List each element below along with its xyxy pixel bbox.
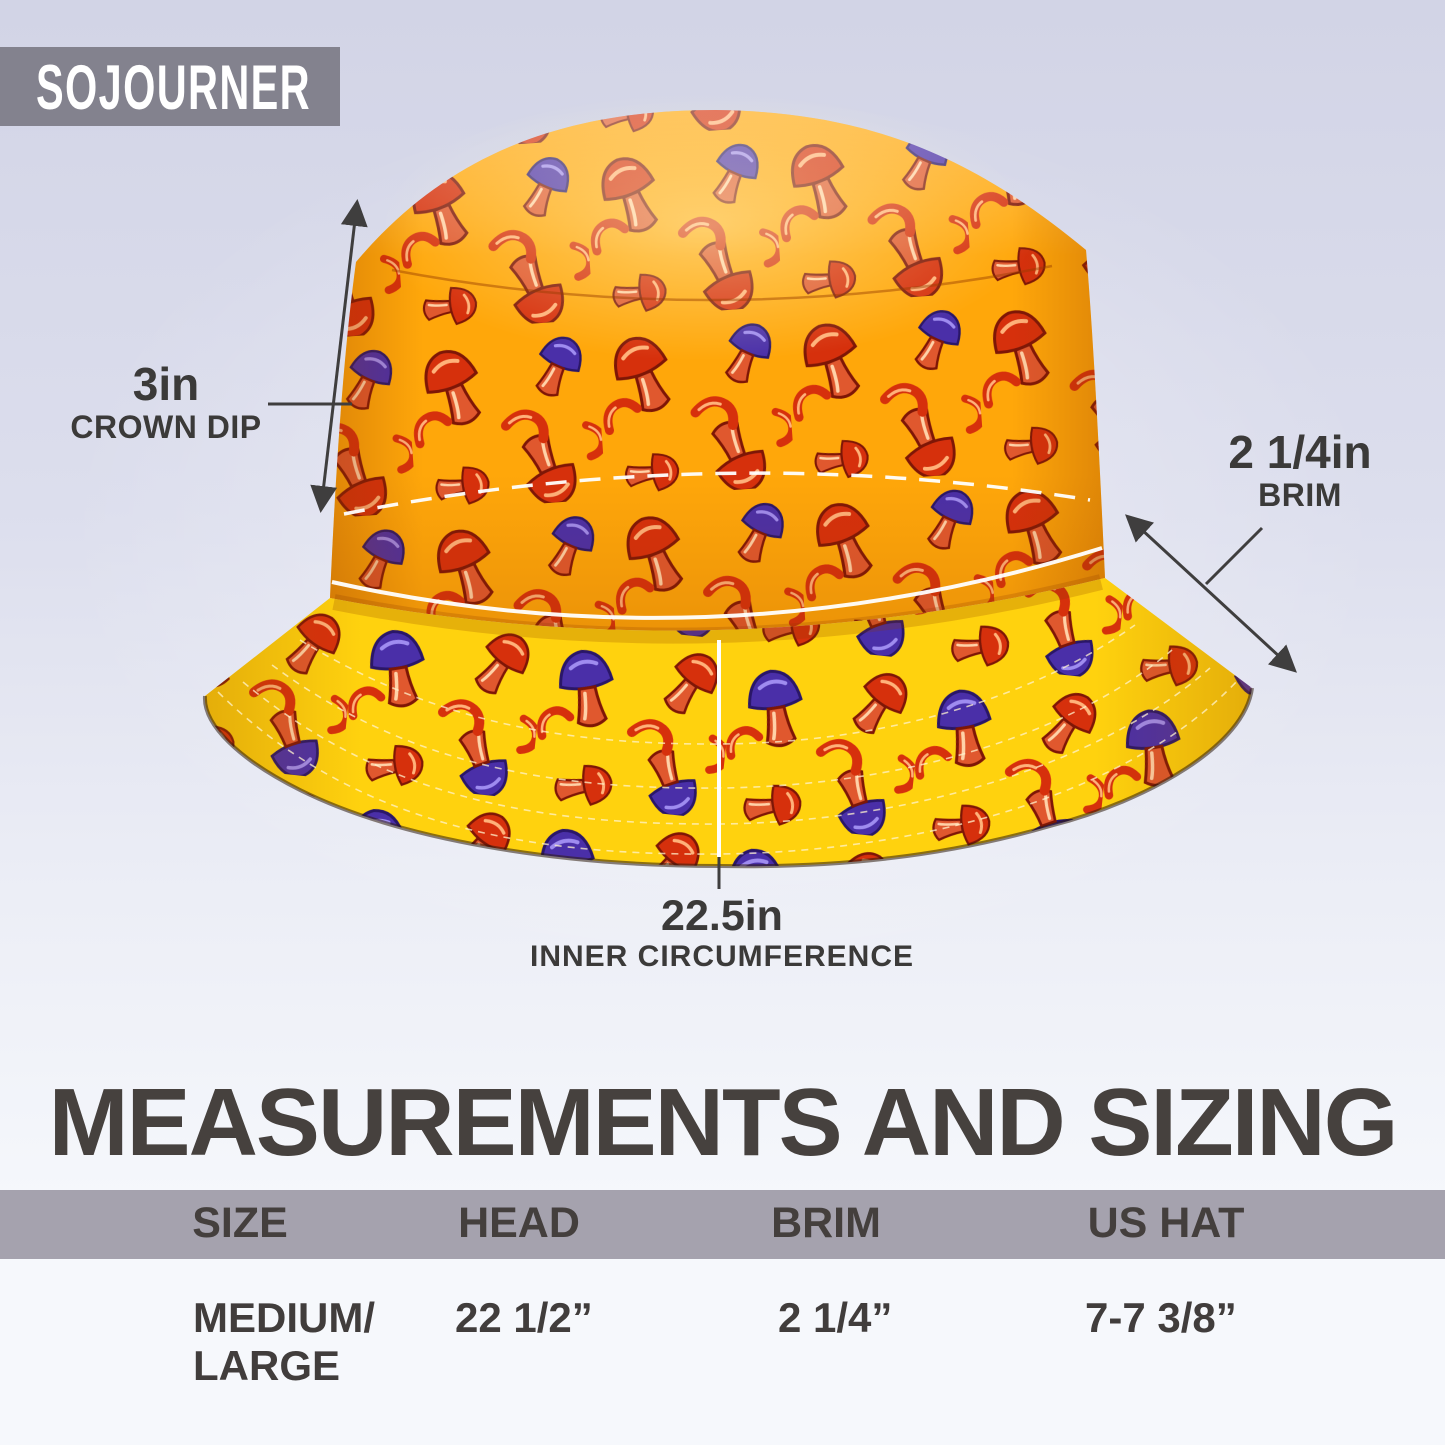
column-header-size: SIZE — [192, 1199, 288, 1247]
table-cell-head: 22 1/2” — [455, 1294, 593, 1341]
measurement-guides — [331, 471, 1103, 857]
crown-dip-label: CROWN DIP — [70, 409, 262, 446]
brim-value: 2 1/4in — [1228, 426, 1372, 478]
page-title: MEASUREMENTS AND SIZING — [48, 1069, 1399, 1176]
crown-dip-arrow — [310, 198, 368, 514]
crown-seam — [391, 264, 1053, 302]
column-header-brim: BRIM — [771, 1199, 881, 1247]
brim-annotation: 2 1/4in BRIM — [1160, 428, 1440, 515]
sizing-table-header-bar — [0, 1190, 1445, 1259]
crown-dip-dashed-line — [343, 471, 1091, 516]
column-header-head: HEAD — [458, 1199, 580, 1247]
table-cell-us-hat: 7-7 3/8” — [1085, 1294, 1237, 1341]
inner-circumference-annotation: 22.5in INNER CIRCUMFERENCE — [522, 892, 922, 975]
brand-logo-text: SOJOURNER — [36, 51, 311, 122]
circumference-line — [331, 546, 1103, 620]
inner-circumference-label: INNER CIRCUMFERENCE — [529, 940, 914, 974]
table-cell-size: MEDIUM/ LARGE — [193, 1294, 375, 1390]
crown-dip-annotation: 3in CROWN DIP — [40, 360, 292, 447]
annotation-arrows — [268, 198, 1297, 889]
brand-badge: SOJOURNER — [0, 47, 340, 126]
brim-label: BRIM — [1258, 477, 1342, 514]
column-header-us-hat: US HAT — [1087, 1199, 1245, 1247]
brim-leader-line — [1204, 526, 1264, 586]
table-cell-brim: 2 1/4” — [778, 1294, 893, 1341]
crown-dip-value: 3in — [132, 358, 200, 410]
brim-arrow — [1125, 514, 1297, 673]
bucket-hat — [202, 91, 1254, 869]
inner-circumference-value: 22.5in — [661, 892, 783, 940]
